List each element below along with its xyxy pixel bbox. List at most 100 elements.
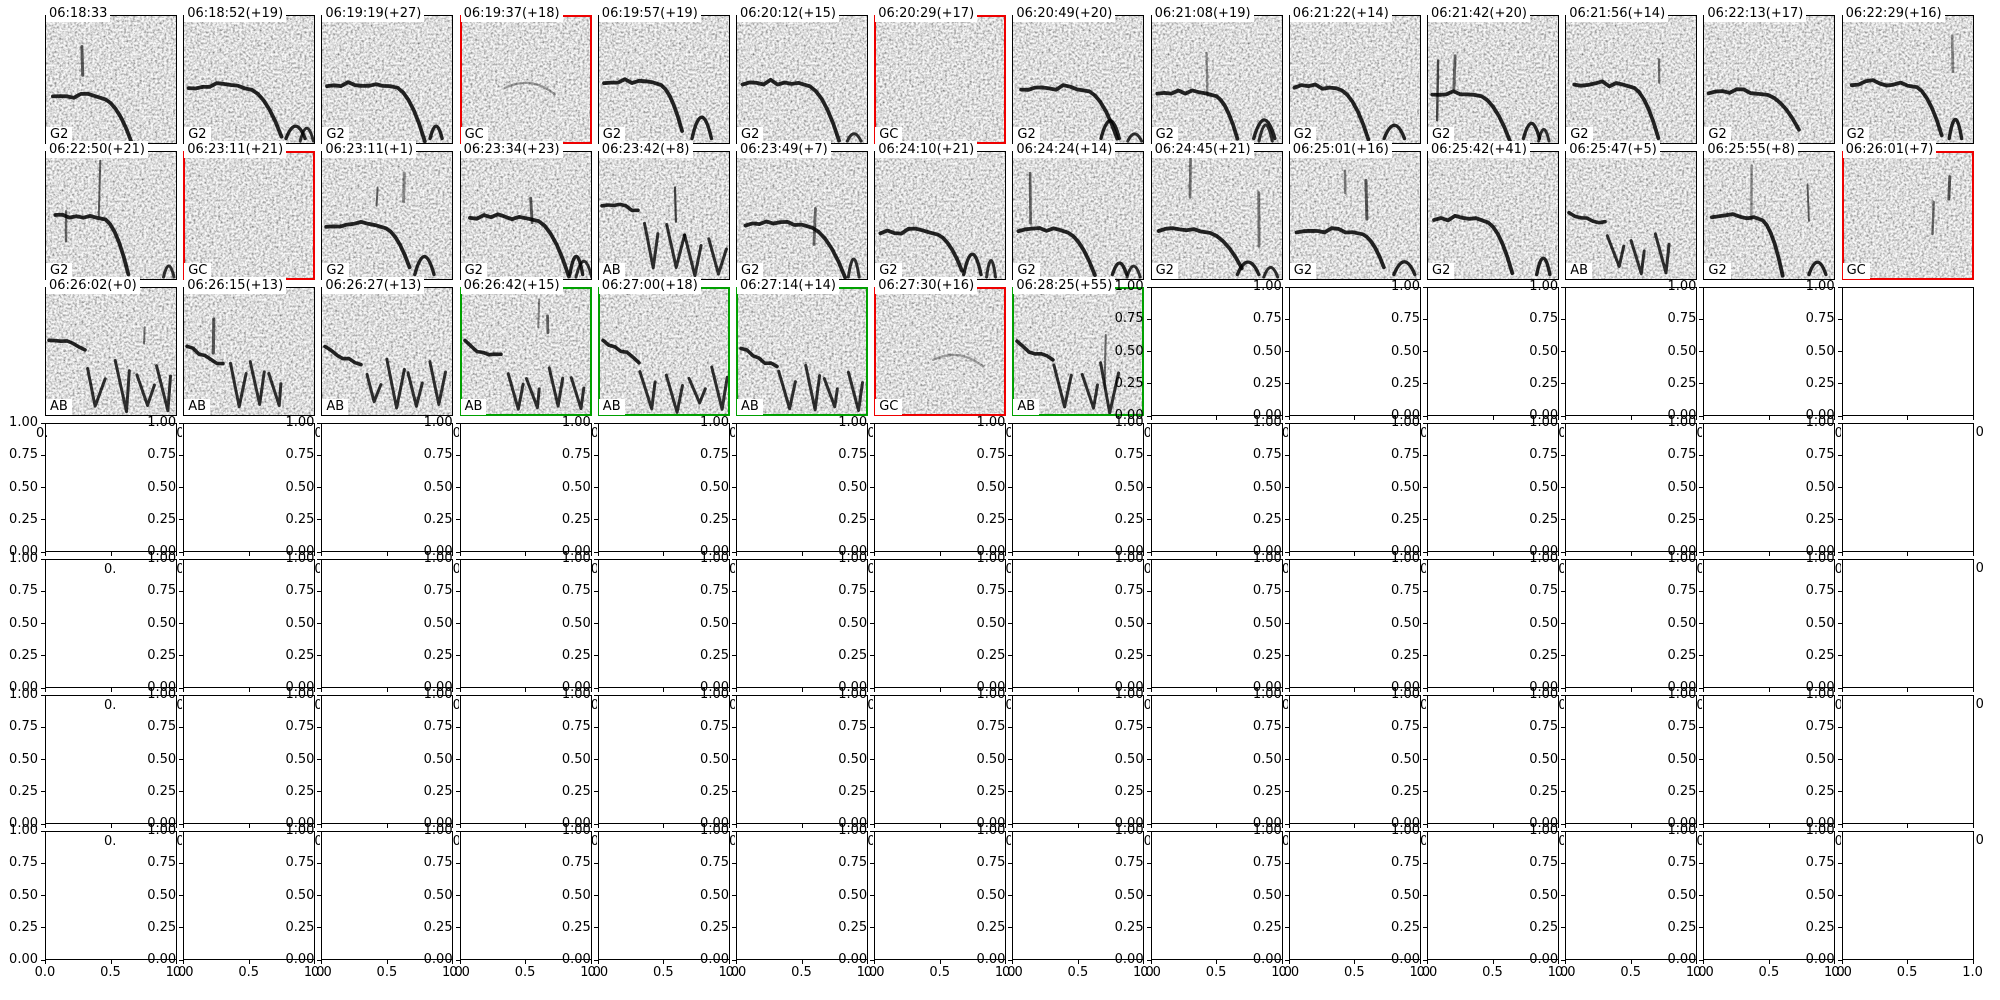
panel-timestamp-title: 06:23:11(+1) xyxy=(322,141,417,158)
y-tick-label: 0.00 xyxy=(1114,816,1144,831)
panel-timestamp-title: 06:26:01(+7) xyxy=(1842,141,1937,158)
y-tick-label: 0.75 xyxy=(1529,583,1559,599)
y-tick-label: 0.50 xyxy=(285,751,315,767)
whistle-trace xyxy=(931,353,985,368)
spectrogram-noise xyxy=(184,288,315,415)
tick-mark xyxy=(1841,960,1843,964)
tick-mark xyxy=(590,552,592,556)
x-tick-label: 0.5 xyxy=(238,965,260,980)
tick-mark xyxy=(1834,552,1836,556)
tick-mark xyxy=(1008,927,1013,929)
tick-mark xyxy=(1630,688,1632,692)
x-tick-label: 1.0 xyxy=(303,965,325,980)
tick-mark xyxy=(455,519,460,521)
y-tick-label: 0.25 xyxy=(838,511,868,527)
whistle-trace xyxy=(1653,232,1671,275)
y-tick-label: 0.25 xyxy=(147,783,177,799)
spectrogram-image xyxy=(597,151,730,280)
spectrogram-image xyxy=(1427,15,1559,144)
clipped-x-label-remnant: 0 xyxy=(590,426,597,441)
tick-mark xyxy=(1008,694,1013,696)
y-tick-label: 0.50 xyxy=(561,479,591,495)
tick-mark xyxy=(593,862,598,864)
x-tick-label: 1.0 xyxy=(1547,965,1569,980)
spectrogram-panel: 06:19:19(+27) G2 xyxy=(321,5,454,144)
tick-mark xyxy=(1699,422,1704,424)
tick-mark xyxy=(317,694,322,696)
whistle-trace xyxy=(567,254,584,277)
tick-mark xyxy=(1561,862,1566,864)
tick-mark xyxy=(597,960,599,964)
clipped-x-label-remnant: 0 xyxy=(1420,426,1426,441)
y-tick-label: 0.75 xyxy=(1391,311,1420,327)
y-tick-label: 0.50 xyxy=(561,615,591,631)
whistle-trace xyxy=(376,186,379,207)
y-tick-label: 0.00 xyxy=(1529,816,1559,831)
y-tick-label: 0.75 xyxy=(1391,447,1420,463)
tick-mark xyxy=(179,927,184,929)
whistle-trace xyxy=(1016,226,1098,277)
spectrogram-noise xyxy=(322,288,453,415)
tick-mark xyxy=(732,454,736,456)
y-tick-label: 0.50 xyxy=(1252,887,1282,903)
y-tick-label: 0.25 xyxy=(1252,783,1282,799)
whistle-trace xyxy=(707,237,728,276)
tick-mark xyxy=(1492,960,1494,964)
y-tick-label: 1.00 xyxy=(147,415,177,430)
y-tick-label: 0.75 xyxy=(1114,583,1144,599)
clipped-x-label-remnant: 0 xyxy=(452,426,459,441)
tick-mark xyxy=(1146,687,1151,689)
spectrogram-noise xyxy=(1013,16,1144,143)
spectrogram-noise xyxy=(1289,152,1420,279)
panel-class-label: G2 xyxy=(1842,127,1869,143)
tick-mark xyxy=(317,862,322,864)
tick-mark xyxy=(1012,688,1014,692)
clipped-x-label-remnant: 0 xyxy=(1558,834,1565,849)
y-tick-label: 1.00 xyxy=(838,687,868,702)
tick-mark xyxy=(1146,726,1151,728)
tick-mark xyxy=(179,694,184,696)
y-tick-label: 0.00 xyxy=(976,544,1006,559)
x-tick-label: 1.0 xyxy=(1409,965,1431,980)
y-tick-label: 0.00 xyxy=(976,680,1006,695)
panel-timestamp-title: 06:26:15(+13) xyxy=(184,277,287,294)
y-tick-label: 1.00 xyxy=(976,551,1006,566)
tick-mark xyxy=(1150,960,1152,964)
whistle-trace xyxy=(1125,264,1143,279)
tick-mark xyxy=(1768,688,1770,692)
clipped-x-label-remnant: 0 xyxy=(1975,833,1984,848)
whistle-trace xyxy=(1019,83,1120,141)
tick-mark xyxy=(248,960,250,964)
tick-mark xyxy=(593,895,598,896)
tick-mark xyxy=(1972,824,1974,828)
y-tick-label: 0.75 xyxy=(285,583,315,599)
tick-mark xyxy=(1841,416,1843,420)
whistle-trace xyxy=(1930,200,1935,236)
panel-timestamp-title: 06:20:49(+20) xyxy=(1013,5,1116,22)
tick-mark xyxy=(1907,824,1909,828)
tick-mark xyxy=(314,824,316,828)
whistle-trace xyxy=(248,360,266,406)
empty-axes xyxy=(1150,423,1283,552)
tick-mark xyxy=(455,454,460,456)
x-tick-label: 0.0 xyxy=(1693,965,1714,980)
tick-mark xyxy=(732,590,736,592)
empty-axes xyxy=(321,423,454,552)
y-tick-label: 0.00 xyxy=(147,544,177,559)
tick-mark xyxy=(317,454,322,456)
y-tick-label: 1.00 xyxy=(561,687,591,702)
whistle-trace xyxy=(324,220,412,270)
tick-mark xyxy=(459,552,461,556)
y-tick-label: 0.00 xyxy=(1114,680,1144,695)
tick-mark xyxy=(736,552,737,556)
y-tick-label: 0.50 xyxy=(700,615,729,631)
clipped-x-label-remnant: 0 xyxy=(314,426,321,441)
x-tick-label: 0.0 xyxy=(1140,965,1161,980)
tick-mark xyxy=(1696,824,1698,828)
whistle-trace xyxy=(1567,210,1607,225)
spectrogram-panel: 06:21:56(+14) G2 xyxy=(1565,5,1698,144)
whistle-trace xyxy=(402,171,407,204)
tick-mark xyxy=(1558,552,1559,556)
clipped-x-label-remnant: 0 xyxy=(176,562,183,577)
tick-mark xyxy=(663,688,665,692)
